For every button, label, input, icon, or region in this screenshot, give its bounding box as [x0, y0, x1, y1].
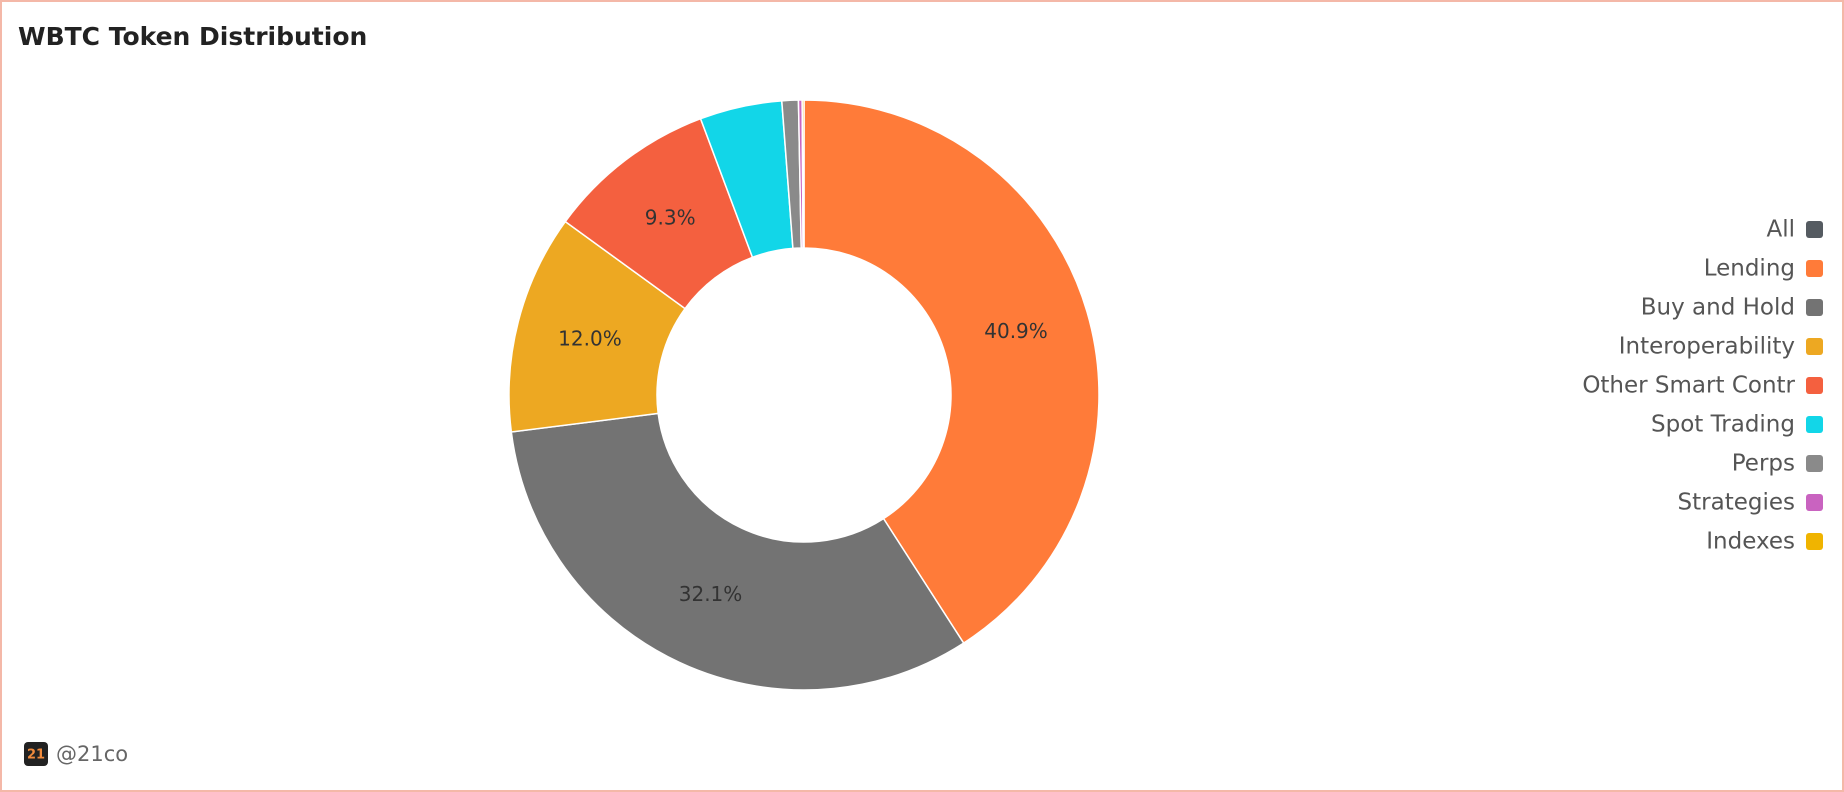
slice: [510, 412, 965, 691]
legend-swatch: [1806, 455, 1823, 472]
brand-logo-box: [24, 742, 48, 766]
legend-label: Perps: [1732, 451, 1795, 477]
slice: [801, 99, 805, 249]
chart-title: WBTC Token Distribution: [18, 22, 367, 51]
legend-label: Interoperability: [1619, 334, 1795, 360]
brand-logo: 21: [27, 748, 45, 763]
legend-label: Indexes: [1706, 529, 1795, 555]
brand-handle: @21co: [56, 742, 128, 766]
slice-label: 40.9%: [984, 319, 1048, 343]
slice-label: 9.3%: [645, 206, 696, 230]
legend-swatch: [1806, 494, 1823, 511]
legend-swatch: [1806, 260, 1823, 277]
legend-label: Spot Trading: [1651, 412, 1795, 438]
legend-swatch: [1806, 221, 1823, 238]
legend-swatch: [1806, 377, 1823, 394]
legend-label: Lending: [1704, 256, 1795, 282]
legend-swatch: [1806, 338, 1823, 355]
legend-swatch: [1806, 533, 1823, 550]
legend-swatch: [1806, 416, 1823, 433]
legend-label: Other Smart Contr: [1582, 373, 1795, 399]
slice-label: 12.0%: [558, 327, 622, 351]
legend-swatch: [1806, 299, 1823, 316]
legend-label: Strategies: [1678, 490, 1795, 516]
legend-label: Buy and Hold: [1641, 295, 1795, 321]
slice: [803, 99, 1100, 645]
slice-label: 32.1%: [679, 582, 743, 606]
slice: [508, 220, 687, 433]
legend-label: All: [1766, 217, 1795, 243]
